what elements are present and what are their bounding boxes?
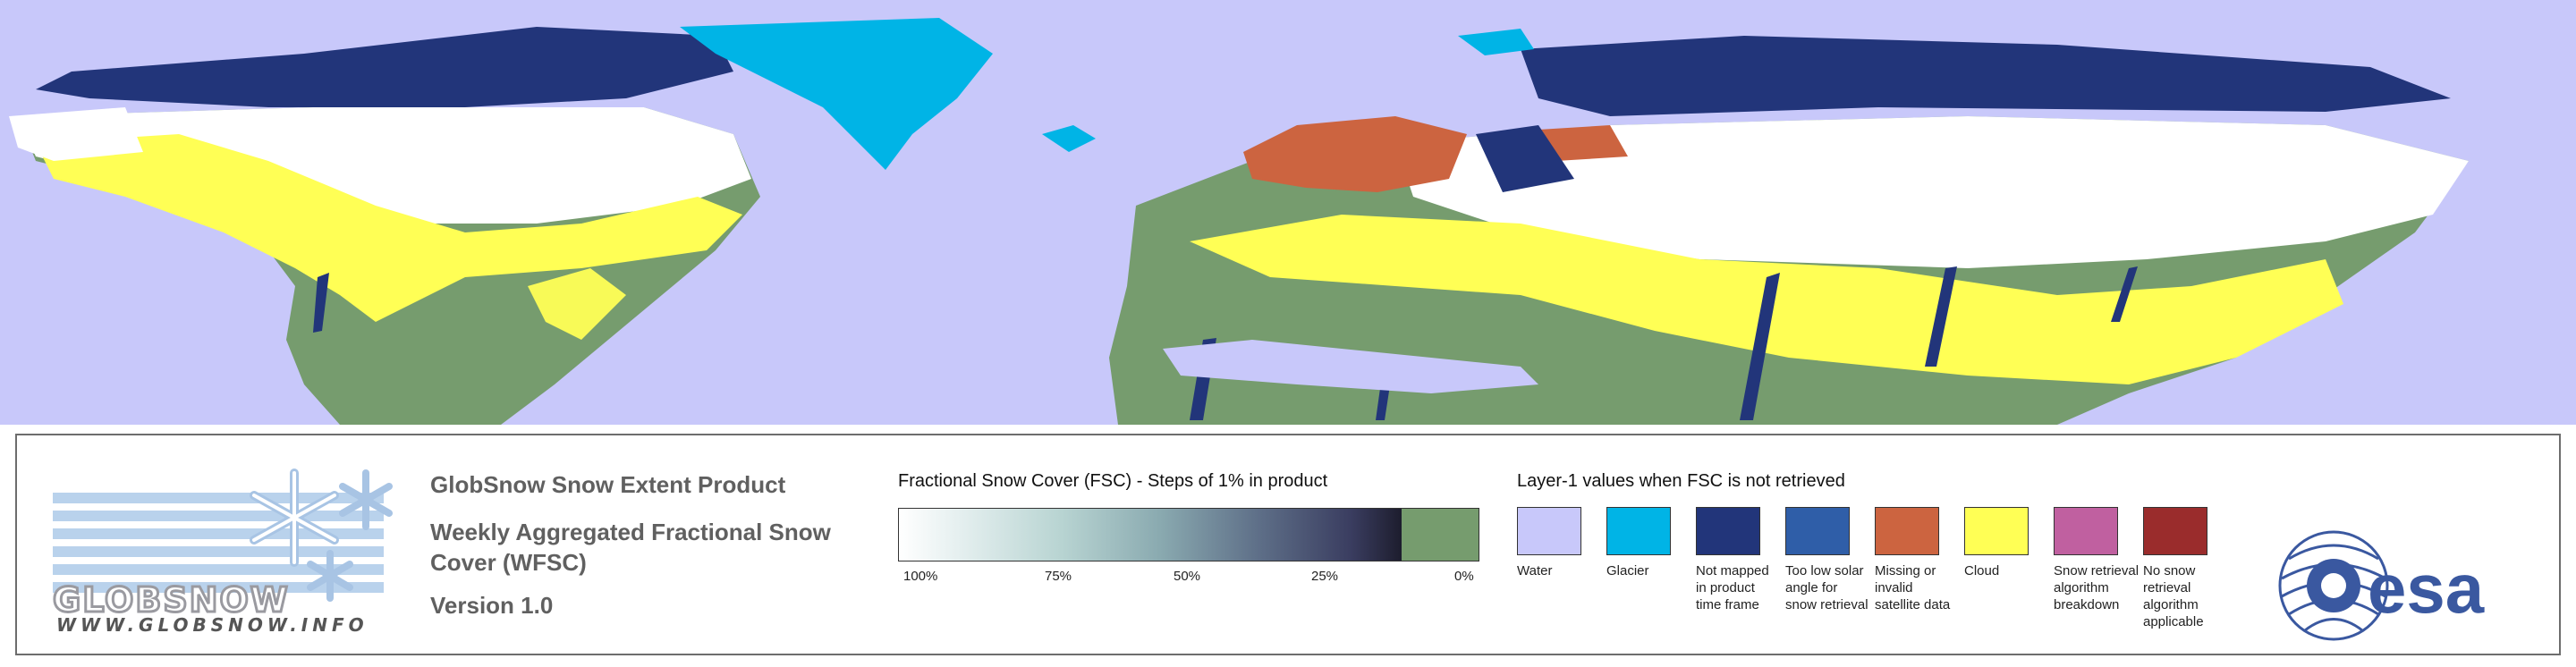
legend-item-not-mapped: Not mapped in product time frame: [1696, 507, 1785, 613]
fsc-tick-75: 75%: [1045, 569, 1072, 584]
swatch-no-algorithm: [2143, 507, 2207, 555]
fsc-legend-title: Fractional Snow Cover (FSC) - Steps of 1…: [898, 471, 1328, 491]
esa-wordmark: esa: [2368, 549, 2485, 628]
scandinavia-missing-data: [1243, 116, 1467, 192]
legend-label: Water: [1517, 563, 1553, 578]
swatch-glacier: [1606, 507, 1671, 555]
legend-label: Missing or invalid satellite data: [1875, 563, 1951, 612]
snowflake-small-icon: [307, 469, 393, 602]
greenland-glacier: [680, 18, 993, 170]
swatch-low-solar: [1785, 507, 1850, 555]
swatch-cloud: [1964, 507, 2029, 555]
legend-label: Snow retrieval algorithm breakdown: [2054, 563, 2140, 612]
legend-item-low-solar: Too low solar angle for snow retrieval: [1785, 507, 1875, 613]
swatch-not-mapped: [1696, 507, 1760, 555]
product-subtitle: Weekly Aggregated Fractional Snow Cover …: [430, 519, 831, 576]
legend-panel: GLOBSNOW WWW.GLOBSNOW.INFO GlobSnow Snow…: [15, 434, 2561, 655]
us-cloud-patches: [528, 268, 626, 340]
svalbard-glacier: [1458, 29, 1534, 55]
fsc-tick-100: 100%: [903, 569, 938, 584]
map-canvas: [9, 18, 2469, 425]
fsc-tick-25: 25%: [1311, 569, 1339, 584]
legend-label: Cloud: [1964, 563, 2000, 578]
legend-item-breakdown: Snow retrieval algorithm breakdown: [2054, 507, 2143, 613]
layer1-legend: Layer-1 values when FSC is not retrieved…: [1517, 471, 2233, 629]
russia-missing-data: [1538, 125, 1628, 161]
legend-label: No snow retrieval algorithm applicable: [2143, 563, 2204, 629]
globsnow-url: WWW.GLOBSNOW.INFO: [56, 614, 369, 636]
iceland: [1042, 125, 1096, 152]
legend-item-cloud: Cloud: [1964, 507, 2054, 579]
legend-item-glacier: Glacier: [1606, 507, 1696, 579]
north-america-snow: [18, 107, 751, 224]
mediterranean-sea: [1163, 340, 1538, 393]
fsc-legend: Fractional Snow Cover (FSC) - Steps of 1…: [898, 471, 1488, 590]
orbit-gap-streak-1: [313, 273, 329, 333]
fsc-tick-labels: 100% 75% 50% 25% 0%: [898, 569, 1479, 590]
north-america-cloud: [36, 134, 742, 322]
eurasia-snow: [1395, 116, 2469, 268]
swatch-breakdown: [2054, 507, 2118, 555]
snow-cover-map: [0, 0, 2576, 425]
orbit-gap-streak-6: [2111, 266, 2138, 322]
globsnow-wordmark: GLOBSNOW: [52, 579, 290, 621]
esa-logo: esa: [2278, 530, 2485, 641]
fsc-tick-0: 0%: [1454, 569, 1474, 584]
legend-label: Too low solar angle for snow retrieval: [1785, 563, 1868, 612]
arctic-not-mapped-region-eurasia: [1521, 36, 2451, 116]
swatch-missing: [1875, 507, 1939, 555]
arctic-not-mapped-region-americas: [36, 27, 733, 107]
orbit-gap-streak-4: [1740, 273, 1780, 420]
orbit-gap-streak-5: [1925, 266, 1957, 367]
legend-item-no-algorithm: No snow retrieval algorithm applicable: [2143, 507, 2233, 630]
fsc-color-ramp: [898, 508, 1479, 561]
legend-label: Not mapped in product time frame: [1696, 563, 1769, 612]
legend-label: Glacier: [1606, 563, 1649, 578]
alaska-snow: [9, 107, 143, 161]
fsc-tick-50: 50%: [1174, 569, 1201, 584]
layer1-legend-title: Layer-1 values when FSC is not retrieved: [1517, 471, 1845, 491]
globsnow-logo: [53, 469, 393, 602]
swatch-water: [1517, 507, 1581, 555]
legend-item-missing: Missing or invalid satellite data: [1875, 507, 1964, 613]
legend-item-water: Water: [1517, 507, 1606, 579]
product-title: GlobSnow Snow Extent Product: [430, 471, 786, 498]
product-info: GlobSnow Snow Extent Product Weekly Aggr…: [430, 471, 895, 620]
scandinavia-not-mapped: [1476, 125, 1574, 192]
fsc-zero-swatch: [1402, 509, 1479, 561]
product-version: Version 1.0: [430, 592, 554, 619]
